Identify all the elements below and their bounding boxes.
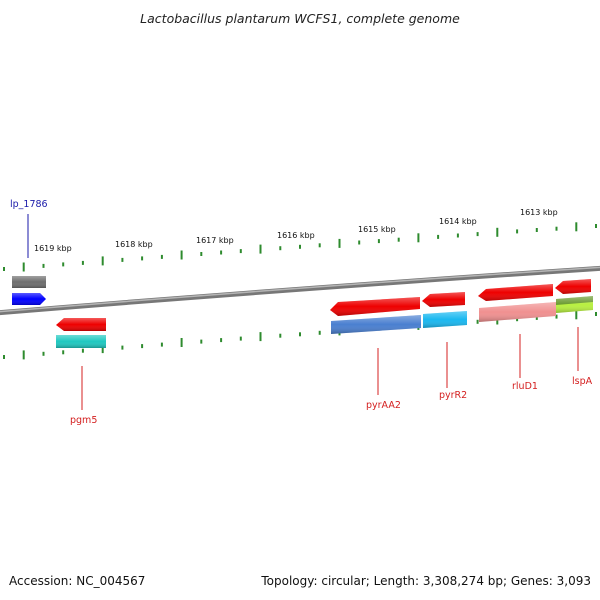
- tick-label-1613: 1613 kbp: [520, 208, 558, 217]
- genome-backbone: [0, 265, 600, 316]
- accession-label: Accession:: [9, 574, 73, 588]
- gene-lp-1786[interactable]: lp_1786: [10, 199, 48, 305]
- gene-label-lspA: lspA: [572, 376, 593, 387]
- tick-label-1619: 1619 kbp: [34, 244, 72, 253]
- genome-summary: Topology: circular; Length: 3,308,274 bp…: [261, 574, 591, 588]
- accession-info: Accession: NC_004567: [9, 574, 145, 588]
- gene-label-lp-1786: lp_1786: [10, 199, 48, 210]
- map-title: Lactobacillus plantarum WCFS1, complete …: [140, 11, 460, 26]
- gene-pyrAA2[interactable]: pyrAA2: [330, 297, 421, 411]
- gene-label-rluD1: rluD1: [512, 381, 538, 392]
- tick-label-1618: 1618 kbp: [115, 240, 153, 249]
- gene-label-pgm5: pgm5: [70, 415, 97, 426]
- gene-rluD1[interactable]: rluD1: [478, 284, 556, 392]
- tick-label-1616: 1616 kbp: [277, 231, 315, 240]
- accession-value: NC_004567: [76, 574, 146, 588]
- gene-pyrR2[interactable]: pyrR2: [422, 292, 467, 401]
- gene-pgm5[interactable]: pgm5: [56, 318, 106, 426]
- tick-label-1614: 1614 kbp: [439, 217, 477, 226]
- gene-label-pyrR2: pyrR2: [439, 390, 467, 401]
- tick-label-1617: 1617 kbp: [196, 236, 234, 245]
- gene-lspA[interactable]: lspA: [555, 279, 593, 387]
- gene-label-pyrAA2: pyrAA2: [366, 400, 401, 411]
- forward-scale-ticks: [3, 222, 597, 272]
- tick-label-1615: 1615 kbp: [358, 225, 396, 234]
